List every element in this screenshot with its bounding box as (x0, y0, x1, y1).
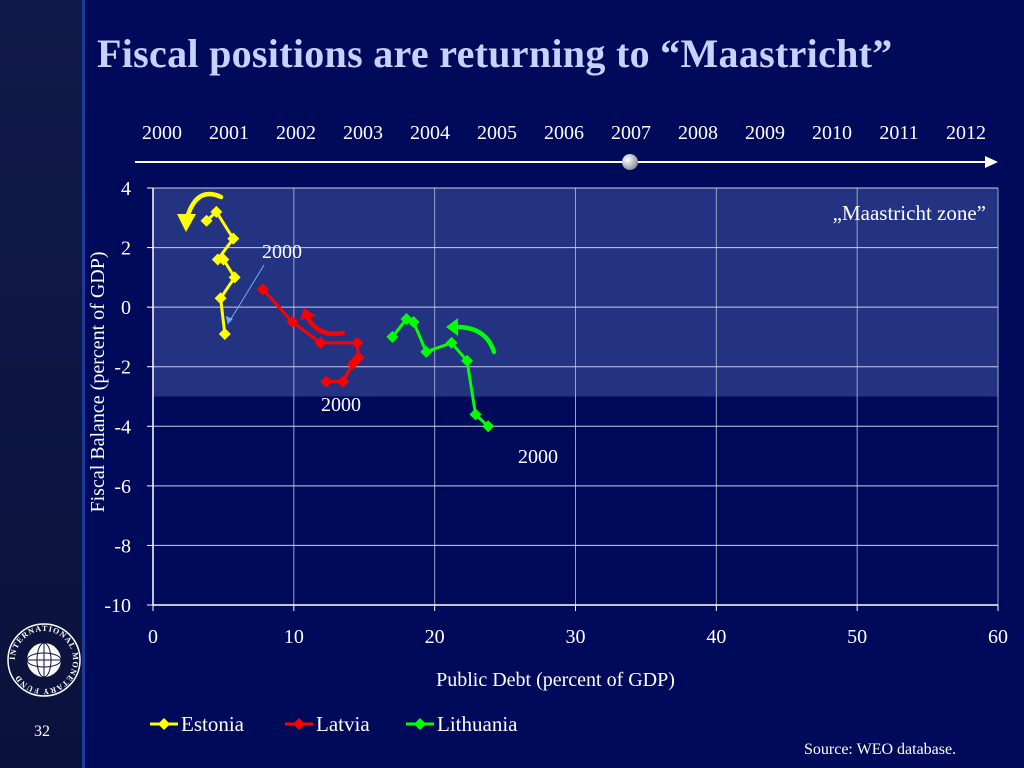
x-tick-label: 60 (988, 626, 1008, 648)
y-tick-label: -4 (114, 416, 131, 438)
latvia-arrowhead-icon (300, 308, 316, 320)
annotation-2000-lithuania: 2000 (518, 446, 558, 468)
source-note: Source: WEO database. (804, 741, 957, 758)
timeline-year: 2003 (343, 122, 383, 144)
annotation-2000-estonia: 2000 (262, 241, 302, 263)
slide-title: Fiscal positions are returning to “Maast… (97, 31, 893, 76)
timeline-arrow-icon (985, 156, 998, 168)
x-tick-label: 30 (566, 626, 586, 648)
timeline-year: 2007 (611, 122, 651, 144)
y-tick-label: 2 (121, 238, 131, 260)
timeline-year: 2011 (879, 122, 918, 144)
page-number: 32 (34, 723, 50, 740)
data-point-latvia (351, 336, 364, 349)
legend-label-estonia: Estonia (181, 712, 245, 736)
legend-marker-lithuania (414, 718, 426, 730)
data-point-lithuania (445, 336, 458, 349)
data-point-estonia (210, 205, 223, 218)
lithuania-arrowhead-icon (446, 318, 458, 336)
timeline-year: 2001 (209, 122, 249, 144)
data-point-lithuania (461, 354, 474, 367)
timeline-knob-icon (622, 154, 638, 170)
data-point-lithuania (420, 345, 433, 358)
x-tick-label: 0 (148, 626, 158, 648)
latvia-direction-arrow-icon (304, 313, 346, 337)
timeline-year: 2008 (678, 122, 718, 144)
x-tick-label: 50 (847, 626, 867, 648)
x-tick-label: 10 (284, 626, 304, 648)
annotation-2000-latvia: 2000 (321, 394, 361, 416)
legend-label-lithuania: Lithuania (437, 712, 518, 736)
annotation-pointer-head-icon (225, 315, 233, 324)
timeline-year: 2000 (142, 122, 182, 144)
timeline-year: 2004 (410, 122, 450, 144)
legend-marker-latvia (293, 718, 305, 730)
y-axis-label: Fiscal Balance (percent of GDP) (87, 251, 109, 512)
data-point-latvia (337, 375, 350, 388)
legend-marker-estonia (158, 718, 170, 730)
data-point-estonia (228, 271, 241, 284)
data-point-latvia (346, 357, 359, 370)
timeline-year: 2009 (745, 122, 785, 144)
estonia-arrowhead-icon (177, 214, 196, 232)
data-point-latvia (320, 375, 333, 388)
data-point-lithuania (386, 330, 399, 343)
data-point-estonia (227, 232, 240, 245)
annotation-pointer (227, 264, 265, 325)
data-point-latvia (286, 316, 299, 329)
data-point-estonia (218, 327, 231, 340)
sidebar-divider (82, 0, 85, 768)
timeline-year: 2006 (544, 122, 584, 144)
y-tick-label: 4 (121, 178, 131, 200)
x-axis-label: Public Debt (percent of GDP) (436, 669, 675, 691)
legend-label-latvia: Latvia (316, 712, 370, 736)
lithuania-direction-arrow-icon (451, 324, 497, 355)
y-tick-label: -6 (114, 476, 131, 498)
y-tick-label: -8 (114, 535, 131, 557)
data-point-lithuania (482, 420, 495, 433)
timeline-year: 2005 (477, 122, 517, 144)
data-point-lithuania (469, 408, 482, 421)
data-point-latvia (314, 336, 327, 349)
x-tick-label: 40 (706, 626, 726, 648)
data-point-lithuania (400, 313, 413, 326)
data-point-estonia (211, 253, 224, 266)
y-tick-label: 0 (121, 297, 131, 319)
data-point-estonia (200, 214, 213, 227)
y-tick-label: -2 (114, 357, 131, 379)
x-tick-label: 20 (425, 626, 445, 648)
timeline-year: 2012 (946, 122, 986, 144)
timeline-year: 2002 (276, 122, 316, 144)
zone-label: „Maastricht zone” (833, 201, 986, 225)
data-point-estonia (214, 292, 227, 305)
imf-logo-icon: INTERNATIONAL MONETARY FUND (7, 623, 81, 697)
timeline-year: 2010 (812, 122, 852, 144)
y-tick-label: -10 (104, 595, 131, 617)
data-point-latvia (256, 283, 269, 296)
